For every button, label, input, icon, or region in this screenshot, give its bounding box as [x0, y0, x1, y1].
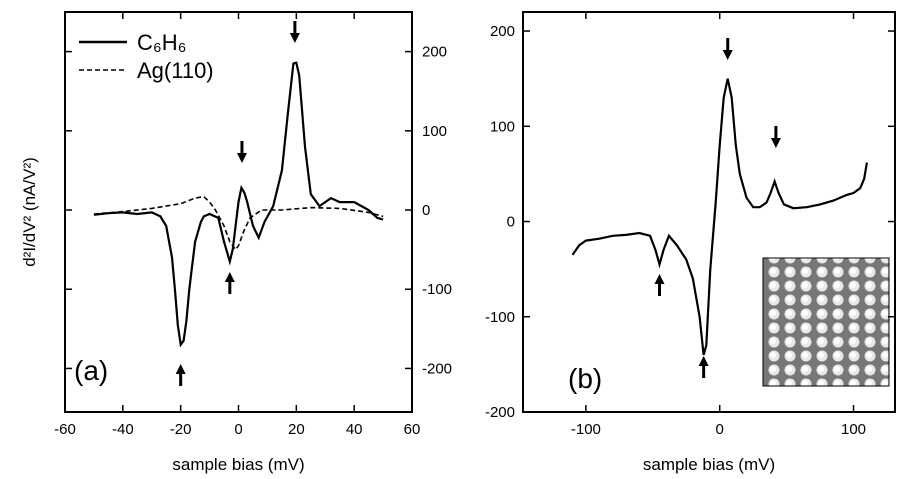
x-tick-label: 60 [404, 421, 421, 438]
y-tick-label: 100 [490, 118, 515, 135]
arrow-head [698, 356, 709, 366]
x-tick-label: -20 [170, 421, 192, 438]
y-tick-label: -200 [422, 360, 452, 377]
y-tick-label: -100 [422, 281, 452, 298]
inset-image [762, 257, 890, 387]
x-tick-label: 40 [346, 421, 363, 438]
x-tick-label: -40 [112, 421, 134, 438]
x-tick-label: -60 [54, 421, 76, 438]
y-tick-label: 0 [507, 214, 515, 231]
legend-label: C₆H₆ [137, 30, 187, 55]
plot-frame [522, 11, 896, 413]
arrow-head [289, 33, 300, 43]
x-tick-label: 100 [841, 421, 866, 438]
y-tick-label: 100 [422, 123, 447, 140]
y-tick-label: -100 [485, 309, 515, 326]
panel-label: (a) [74, 355, 108, 386]
legend-label: Ag(110) [137, 58, 214, 83]
x-axis-label: sample bias (mV) [172, 455, 304, 474]
arrow-head [770, 138, 781, 148]
y-axis-label: d²I/dV² (nA/V²) [20, 157, 39, 267]
arrow-head [236, 153, 247, 163]
arrow-head [722, 50, 733, 60]
arrow-head [654, 274, 665, 284]
x-tick-label: 0 [234, 421, 242, 438]
x-axis-label: sample bias (mV) [643, 455, 775, 474]
x-tick-label: 20 [288, 421, 305, 438]
data-line [93, 195, 384, 251]
data-line [571, 78, 868, 356]
panel-label: (b) [568, 363, 602, 394]
data-line [93, 61, 384, 348]
y-tick-label: -200 [485, 404, 515, 421]
arrow-head [175, 364, 186, 374]
arrow-head [224, 272, 235, 282]
y-tick-label: 200 [422, 44, 447, 61]
y-tick-label: 200 [490, 23, 515, 40]
x-tick-label: -100 [571, 421, 601, 438]
x-tick-label: 0 [716, 421, 724, 438]
y-tick-label: 0 [422, 202, 430, 219]
